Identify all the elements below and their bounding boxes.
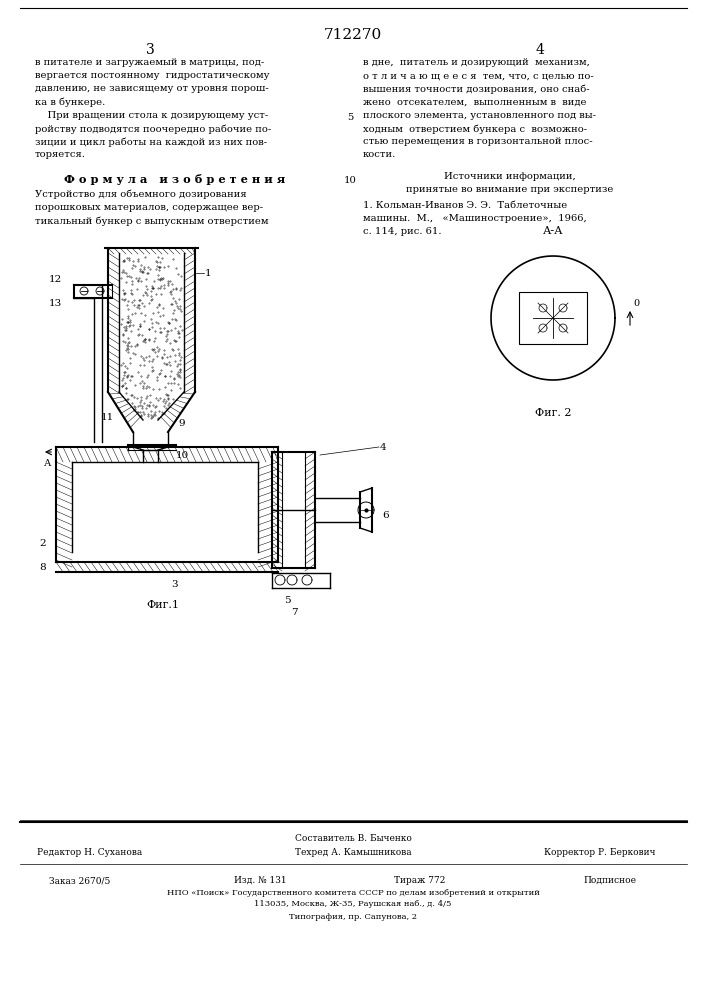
Text: Типография, пр. Сапунова, 2: Типография, пр. Сапунова, 2	[289, 913, 417, 921]
Text: 3: 3	[146, 43, 154, 57]
Text: 4: 4	[380, 442, 387, 452]
Text: Составитель В. Быченко: Составитель В. Быченко	[295, 834, 411, 843]
Text: 11: 11	[101, 412, 114, 422]
Text: Корректор Р. Беркович: Корректор Р. Беркович	[544, 848, 656, 857]
Text: стью перемещения в горизонтальной плос-: стью перемещения в горизонтальной плос-	[363, 137, 592, 146]
Text: 10: 10	[176, 450, 189, 460]
Text: 7: 7	[291, 608, 298, 617]
Text: кости.: кости.	[363, 150, 396, 159]
Text: о т л и ч а ю щ е е с я  тем, что, с целью по-: о т л и ч а ю щ е е с я тем, что, с цель…	[363, 71, 594, 80]
Text: 113035, Москва, Ж-35, Раушская наб., д. 4/5: 113035, Москва, Ж-35, Раушская наб., д. …	[255, 900, 452, 908]
Text: 8: 8	[40, 562, 46, 572]
Text: 9: 9	[178, 420, 185, 428]
Text: Источники информации,: Источники информации,	[444, 172, 576, 181]
Text: 6: 6	[382, 510, 389, 520]
Text: 13: 13	[49, 298, 62, 308]
Text: 4: 4	[536, 43, 544, 57]
Text: в питателе и загружаемый в матрицы, под-: в питателе и загружаемый в матрицы, под-	[35, 58, 264, 67]
Text: 3: 3	[172, 580, 178, 589]
Text: с. 114, рис. 61.: с. 114, рис. 61.	[363, 227, 441, 236]
Text: принятые во внимание при экспертизе: принятые во внимание при экспертизе	[407, 185, 614, 194]
Text: Ф о р м у л а   и з о б р е т е н и я: Ф о р м у л а и з о б р е т е н и я	[64, 174, 286, 185]
Text: 1: 1	[205, 268, 211, 277]
Text: порошковых материалов, содержащее вер-: порошковых материалов, содержащее вер-	[35, 203, 263, 212]
Text: А-А: А-А	[543, 226, 563, 236]
Text: Фиг. 2: Фиг. 2	[534, 408, 571, 418]
Text: в дне,  питатель и дозирующий  механизм,: в дне, питатель и дозирующий механизм,	[363, 58, 590, 67]
Text: машины.  М.,   «Машиностроение»,  1966,: машины. М., «Машиностроение», 1966,	[363, 214, 587, 223]
Text: Устройство для объемного дозирования: Устройство для объемного дозирования	[35, 190, 247, 199]
Text: При вращении стола к дозирующему уст-: При вращении стола к дозирующему уст-	[35, 111, 268, 120]
Text: А: А	[44, 459, 52, 468]
Text: давлению, не зависящему от уровня порош-: давлению, не зависящему от уровня порош-	[35, 84, 269, 93]
Bar	[519, 292, 587, 344]
Text: ходным  отверстием бункера с  возможно-: ходным отверстием бункера с возможно-	[363, 124, 587, 133]
Text: 12: 12	[49, 275, 62, 284]
Text: Подписное: Подписное	[583, 876, 636, 885]
Text: вергается постоянному  гидростатическому: вергается постоянному гидростатическому	[35, 71, 269, 80]
Text: 2: 2	[40, 540, 46, 548]
Text: 5: 5	[284, 596, 291, 605]
Text: 5: 5	[347, 113, 354, 122]
Text: Редактор Н. Суханова: Редактор Н. Суханова	[37, 848, 143, 857]
Text: тикальный бункер с выпускным отверстием: тикальный бункер с выпускным отверстием	[35, 216, 269, 226]
Text: 10: 10	[344, 176, 356, 185]
Text: зиции и цикл работы на каждой из них пов-: зиции и цикл работы на каждой из них пов…	[35, 137, 267, 147]
Text: Техред А. Камышникова: Техред А. Камышникова	[295, 848, 411, 857]
Text: НПО «Поиск» Государственного комитета СССР по делам изобретений и открытий: НПО «Поиск» Государственного комитета СС…	[167, 889, 539, 897]
Text: ка в бункере.: ка в бункере.	[35, 98, 105, 107]
Text: 0: 0	[633, 299, 639, 308]
Text: 1. Кольман-Иванов Э. Э.  Таблеточные: 1. Кольман-Иванов Э. Э. Таблеточные	[363, 201, 567, 210]
Text: Заказ 2670/5: Заказ 2670/5	[49, 876, 111, 885]
Text: торяется.: торяется.	[35, 150, 86, 159]
Text: жено  отсекателем,  выполненным в  виде: жено отсекателем, выполненным в виде	[363, 98, 587, 107]
Text: вышения точности дозирования, оно снаб-: вышения точности дозирования, оно снаб-	[363, 84, 590, 94]
Text: Тираж 772: Тираж 772	[395, 876, 445, 885]
Text: Фиг.1: Фиг.1	[146, 600, 180, 610]
Text: ройству подводятся поочередно рабочие по-: ройству подводятся поочередно рабочие по…	[35, 124, 271, 133]
Text: 712270: 712270	[324, 28, 382, 42]
Text: плоского элемента, установленного под вы-: плоского элемента, установленного под вы…	[363, 111, 596, 120]
Text: Изд. № 131: Изд. № 131	[234, 876, 286, 885]
